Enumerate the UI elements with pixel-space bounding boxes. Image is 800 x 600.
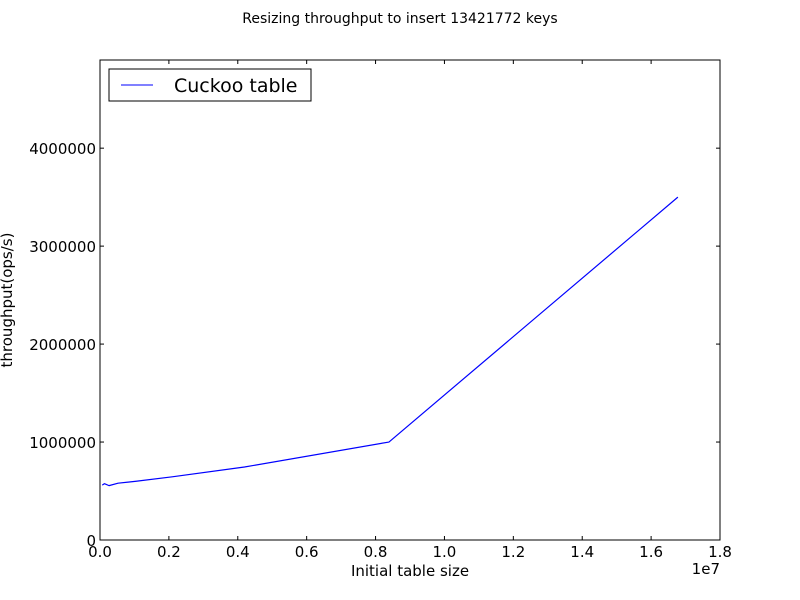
y-tick-label: 0 xyxy=(86,532,96,550)
series-layer xyxy=(101,196,679,487)
x-axis-offset-label: 1e7 xyxy=(692,560,720,578)
x-tick-label: 1.6 xyxy=(639,543,663,561)
x-tick-label: 1.4 xyxy=(570,543,594,561)
y-tick-label: 1000000 xyxy=(29,434,96,452)
series-line-cuckoo-table xyxy=(101,196,679,487)
legend: Cuckoo table xyxy=(108,68,312,102)
y-tick-label: 3000000 xyxy=(29,238,96,256)
y-axis-ticks: 0 1000000 2000000 3000000 4000000 xyxy=(29,140,720,550)
x-tick-label: 0.2 xyxy=(157,543,181,561)
legend-series-label: Cuckoo table xyxy=(174,75,298,97)
plot-frame xyxy=(99,59,721,541)
x-tick-label: 1.0 xyxy=(433,543,457,561)
x-tick-label: 1.8 xyxy=(708,543,732,561)
plot-area xyxy=(99,59,721,541)
y-axis-label: throughput(ops/s) xyxy=(0,233,16,368)
x-axis-label: Initial table size xyxy=(351,562,469,580)
y-tick-label: 4000000 xyxy=(29,140,96,158)
x-tick-label: 0.8 xyxy=(364,543,388,561)
x-tick-label: 0.0 xyxy=(88,543,112,561)
chart-title: Resizing throughput to insert 13421772 k… xyxy=(242,11,557,27)
x-tick-label: 1.2 xyxy=(501,543,525,561)
x-tick-label: 0.4 xyxy=(226,543,250,561)
x-axis-ticks: 0.0 0.2 0.4 0.6 0.8 1.0 1.2 1.4 1.6 1.8 xyxy=(88,60,732,561)
y-tick-label: 2000000 xyxy=(29,336,96,354)
x-tick-label: 0.6 xyxy=(295,543,319,561)
